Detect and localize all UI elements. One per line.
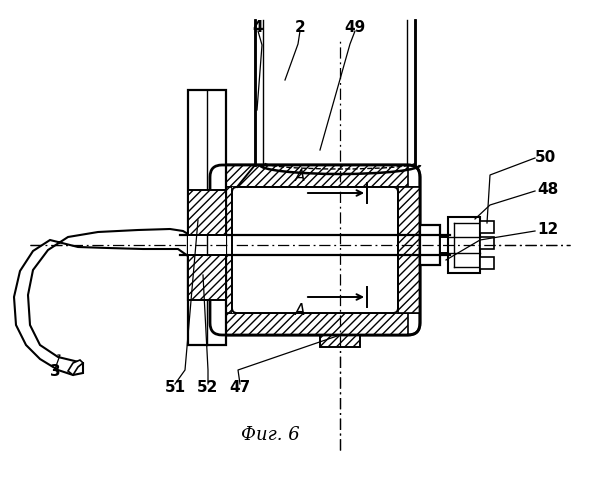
Polygon shape — [14, 229, 188, 375]
Bar — [480, 237, 494, 249]
Bar — [398, 187, 420, 313]
Text: 48: 48 — [538, 182, 559, 198]
Text: 4: 4 — [253, 20, 263, 36]
Bar — [188, 235, 226, 255]
Text: A: A — [295, 303, 305, 318]
Bar — [222, 165, 408, 187]
Text: A: A — [295, 169, 305, 184]
Bar — [420, 225, 440, 265]
Bar — [188, 255, 226, 300]
Text: 2: 2 — [295, 20, 305, 36]
Bar — [480, 221, 494, 233]
Text: Фиг. 6: Фиг. 6 — [240, 426, 300, 444]
Bar — [222, 313, 408, 335]
Text: 50: 50 — [535, 150, 556, 164]
Text: 3: 3 — [50, 364, 60, 380]
Text: 51: 51 — [165, 380, 185, 396]
FancyBboxPatch shape — [210, 165, 420, 335]
Bar — [398, 187, 420, 313]
Bar — [188, 90, 226, 345]
Bar — [440, 237, 448, 253]
FancyBboxPatch shape — [232, 187, 398, 313]
Bar — [188, 190, 226, 235]
Bar — [188, 190, 226, 235]
Bar — [320, 335, 360, 347]
Polygon shape — [68, 360, 83, 375]
Bar — [448, 217, 480, 273]
Bar — [256, 20, 414, 165]
Text: 52: 52 — [197, 380, 218, 396]
Text: 12: 12 — [538, 222, 559, 238]
Text: 47: 47 — [229, 380, 250, 396]
Bar — [180, 235, 450, 255]
Bar — [480, 257, 494, 269]
Bar — [232, 187, 398, 313]
Text: 49: 49 — [345, 20, 366, 36]
Bar — [210, 187, 232, 313]
Bar — [188, 255, 226, 300]
Bar — [320, 335, 360, 347]
